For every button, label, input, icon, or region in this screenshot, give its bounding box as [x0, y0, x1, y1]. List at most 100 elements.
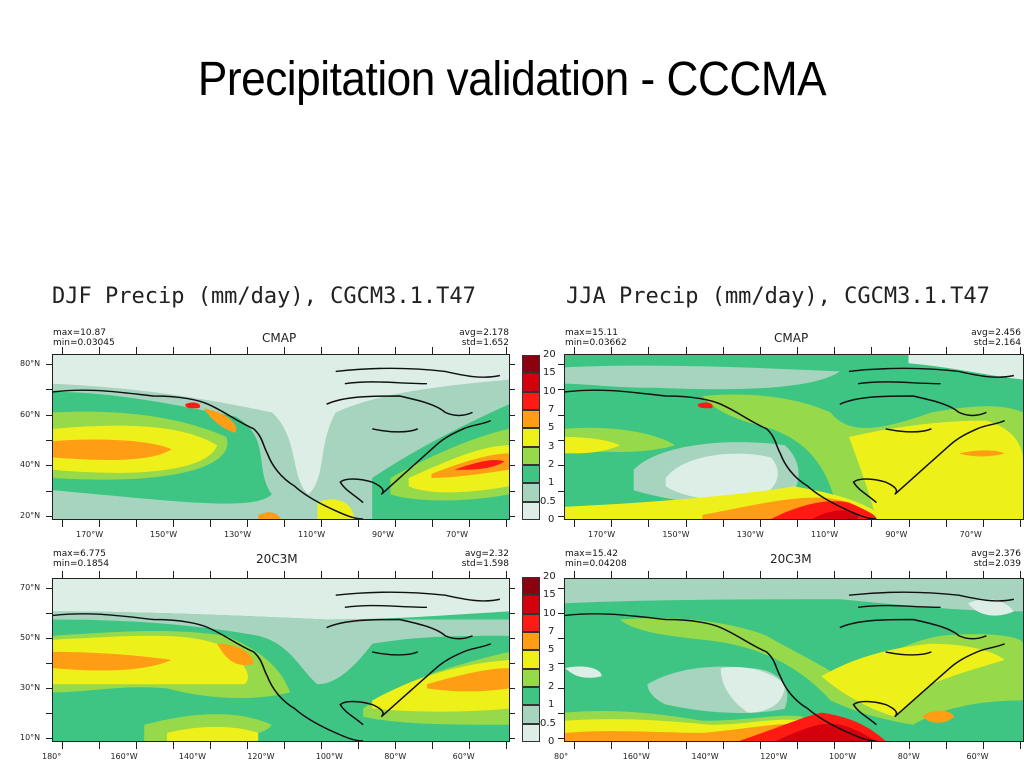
x-tick-mark — [210, 571, 211, 578]
x-tick-mark — [945, 571, 947, 578]
stat-max: max=10.87 — [53, 328, 106, 338]
x-tick-mark — [358, 571, 359, 578]
x-tick-mark — [395, 571, 396, 578]
x-tick-mark — [247, 347, 248, 354]
x-tick-label: 130°W — [224, 530, 252, 539]
y-tick-mark — [46, 613, 52, 614]
stat-std: std=2.039 — [973, 559, 1021, 569]
stat-max: max=15.11 — [565, 328, 618, 338]
x-tick-mark — [759, 742, 761, 749]
x-tick-mark — [99, 742, 100, 749]
x-tick-mark — [871, 742, 873, 749]
x-tick-mark — [574, 571, 575, 578]
x-tick-mark — [611, 520, 613, 527]
x-tick-mark — [945, 347, 947, 354]
y-tick-mark — [46, 490, 52, 492]
x-tick-label: 120°W — [247, 752, 275, 761]
y-tick-label: 50°N — [20, 633, 41, 642]
x-tick-mark — [722, 571, 724, 578]
stat-std: std=2.164 — [973, 338, 1021, 348]
y-tick-mark — [558, 663, 564, 664]
x-tick-label: 80°W — [384, 752, 407, 761]
y-tick-mark — [46, 414, 52, 416]
x-tick-mark — [136, 520, 137, 527]
x-tick-mark — [834, 347, 836, 354]
x-tick-mark — [173, 520, 174, 527]
colorbar-swatch — [522, 373, 540, 392]
colorbar-swatch — [522, 391, 540, 410]
y-tick-label: 60°N — [20, 409, 41, 419]
x-tick-mark — [395, 742, 396, 749]
colorbar: 0 0.5 1 2 3 5 7 10 15 20 — [522, 571, 556, 747]
x-tick-mark — [284, 347, 285, 354]
colorbar-swatch — [522, 465, 540, 484]
stat-avg: avg=2.376 — [971, 549, 1021, 559]
y-tick-mark — [46, 389, 52, 391]
colorbar-label: 2 — [548, 681, 555, 692]
x-tick-label: 100°W — [315, 752, 343, 761]
x-tick-mark — [648, 742, 650, 749]
x-tick-mark — [648, 520, 650, 527]
y-tick-mark — [46, 688, 52, 689]
precip-map — [52, 354, 510, 520]
colorbar-swatch — [522, 723, 540, 742]
colorbar-swatch — [522, 501, 540, 520]
x-tick-mark — [611, 571, 613, 578]
x-tick-mark — [685, 520, 687, 527]
x-tick-mark — [358, 347, 359, 354]
precip-map — [52, 578, 510, 742]
stat-avg: avg=2.456 — [971, 328, 1021, 338]
colorbar-swatch — [522, 687, 540, 706]
y-tick-label: 80°N — [20, 359, 41, 368]
x-tick-label: 80° — [554, 752, 569, 761]
y-tick-mark — [510, 490, 515, 492]
stat-avg: avg=2.178 — [459, 328, 509, 338]
y-tick-mark — [558, 713, 564, 714]
y-tick-label: 70°N — [20, 583, 41, 592]
x-tick-label: 70°W — [446, 530, 469, 539]
stat-min: min=0.04208 — [565, 559, 627, 569]
x-tick-mark — [506, 520, 507, 527]
x-tick-mark — [945, 520, 947, 527]
stat-min: min=0.1854 — [53, 559, 110, 569]
contour-fill-level-0 — [565, 666, 602, 678]
x-tick-label: 90°W — [885, 530, 908, 539]
y-tick-mark — [46, 465, 52, 467]
y-tick-mark — [46, 516, 52, 517]
y-tick-mark — [558, 738, 564, 739]
y-tick-mark — [46, 364, 52, 365]
coastline — [565, 367, 1015, 519]
x-tick-mark — [834, 571, 836, 578]
contour-fill-level-0 — [53, 579, 509, 620]
x-tick-label: 130°W — [736, 530, 764, 539]
slide-title: Precipitation validation - CCCMA — [197, 53, 827, 106]
x-tick-mark — [574, 520, 575, 527]
x-tick-mark — [685, 742, 687, 749]
x-tick-mark — [797, 742, 798, 749]
x-tick-mark — [321, 347, 322, 354]
contour-fill-level-1 — [565, 579, 1023, 612]
panel-label: 20C3M — [256, 552, 298, 566]
colorbar-swatch — [522, 446, 540, 465]
colorbar-label: 2 — [548, 459, 555, 470]
colorbar-label: 15 — [543, 589, 556, 601]
y-tick-label: 20°N — [20, 511, 41, 520]
colorbar-swatch — [522, 650, 540, 669]
y-tick-mark — [558, 490, 564, 492]
colorbar-label: 3 — [548, 440, 555, 452]
panel-label: CMAP — [774, 331, 809, 345]
y-tick-mark — [510, 638, 515, 639]
y-tick-mark — [510, 364, 515, 365]
x-tick-mark — [1020, 742, 1021, 749]
contour-fill-level-6 — [454, 459, 505, 470]
contour-fill-level-6 — [185, 402, 201, 409]
contour-fill-level-1 — [53, 611, 509, 685]
x-tick-mark — [506, 347, 507, 354]
y-tick-mark — [46, 738, 52, 739]
x-tick-mark — [210, 347, 211, 354]
contour-fill-level-0 — [53, 355, 509, 495]
jja-column-title: JJA Precip (mm/day), CGCM3.1.T47 — [566, 284, 990, 309]
contour-fill-level-0 — [908, 355, 1023, 380]
colorbar-label: 0 — [548, 736, 555, 747]
x-tick-label: 80°W — [897, 752, 920, 761]
